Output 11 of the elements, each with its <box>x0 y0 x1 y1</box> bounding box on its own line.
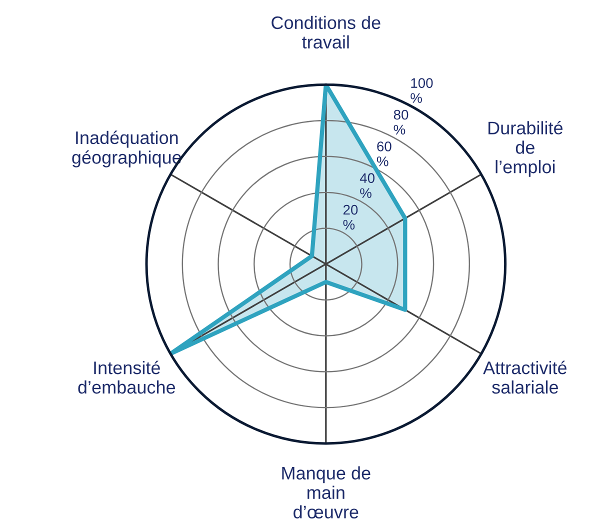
spoke-label: Conditions de travail <box>272 16 380 49</box>
y-tick-label: 60 % <box>376 141 392 166</box>
spoke-label: Inadéquation géographique <box>72 130 182 168</box>
spoke-label: Manque de main d’œuvre <box>282 466 370 518</box>
spoke-label: Intensité d’embauche <box>78 360 176 394</box>
spoke-label: Attractivité salariale <box>483 360 567 394</box>
spoke-label: Durabilité de l’emploi <box>488 120 563 177</box>
y-tick-label: 100 % <box>410 78 433 103</box>
y-tick-label: 40 % <box>360 173 375 198</box>
y-tick-label: 80 % <box>394 110 408 135</box>
y-tick-label: 20 % <box>343 204 358 230</box>
